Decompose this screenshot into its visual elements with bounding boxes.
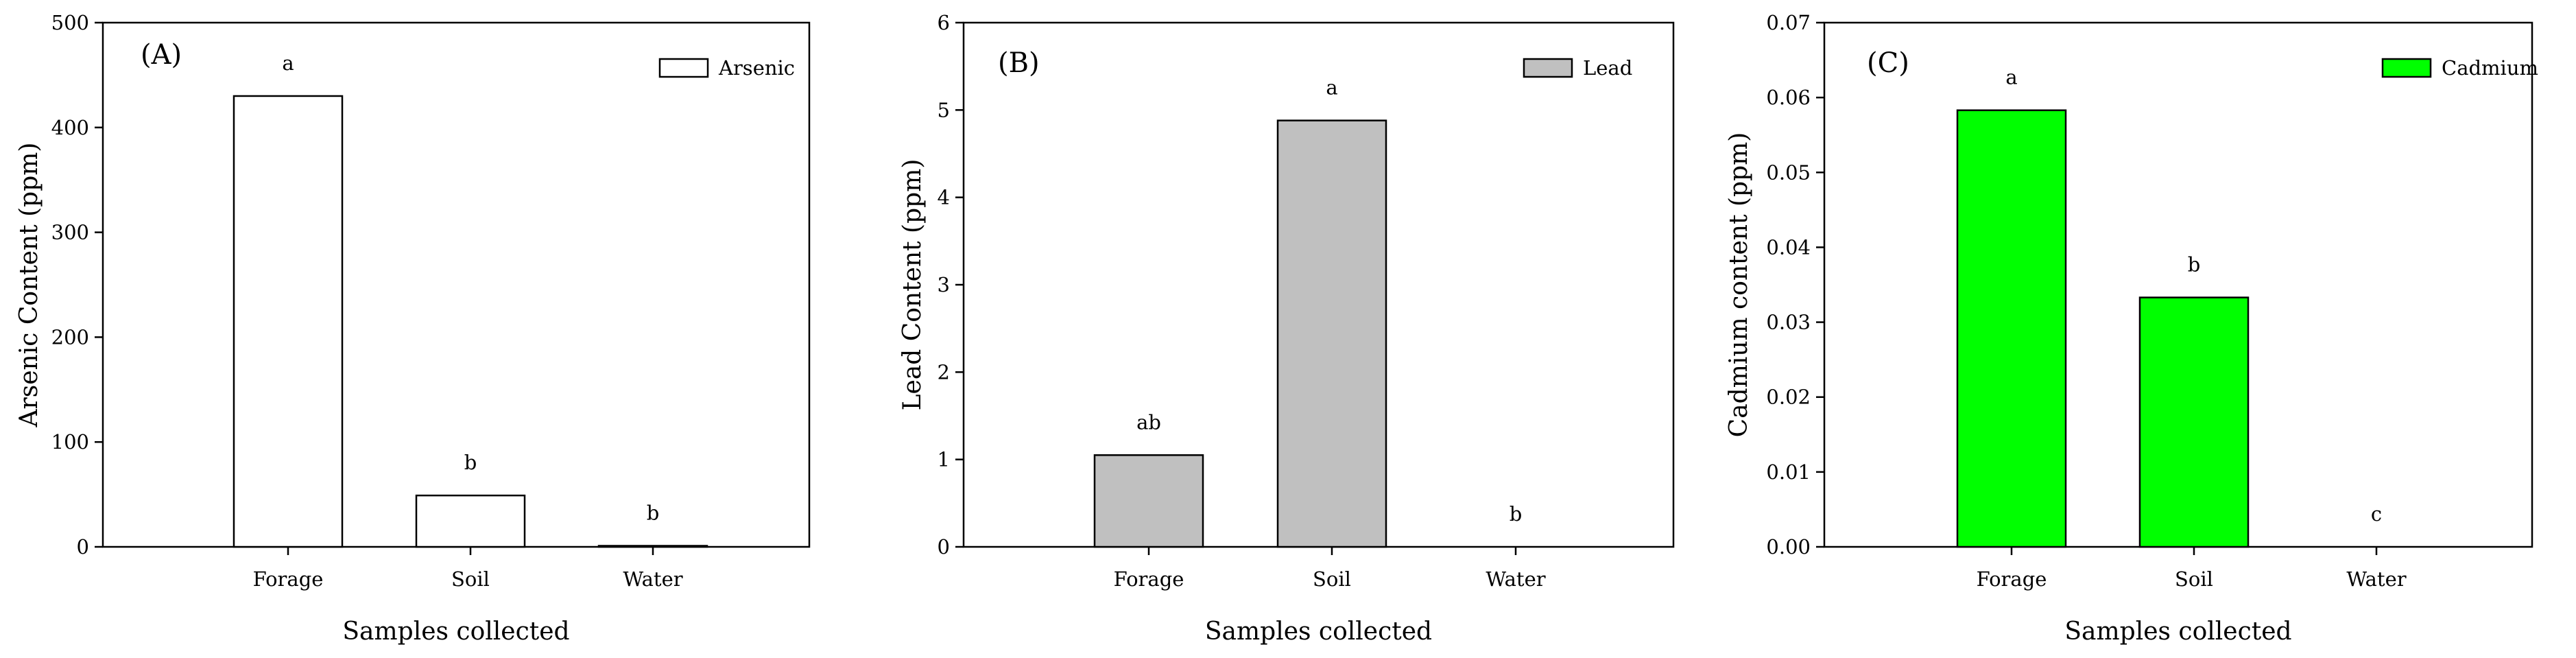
y-tick-label: 1: [938, 448, 950, 471]
significance-label: ab: [1136, 410, 1161, 434]
y-tick-label: 5: [938, 98, 950, 121]
y-tick-label: 0.06: [1766, 86, 1811, 109]
significance-label: a: [282, 51, 294, 75]
y-tick-label: 0.01: [1766, 460, 1811, 484]
legend-swatch: [2381, 58, 2432, 78]
y-tick-label: 0.04: [1766, 235, 1811, 259]
y-tick-label: 500: [51, 11, 89, 34]
y-tick-label: 0.03: [1766, 311, 1811, 334]
bar-soil: [2138, 296, 2250, 548]
y-tick-label: 0.02: [1766, 386, 1811, 409]
x-tick-label: Water: [623, 567, 682, 591]
y-tick-label: 0.05: [1766, 161, 1811, 184]
x-axis-title: Samples collected: [1205, 618, 1432, 646]
significance-label: a: [1326, 76, 1337, 99]
y-tick-label: 0.07: [1766, 11, 1811, 34]
bar-forage: [232, 95, 344, 548]
legend-swatch: [658, 58, 709, 78]
y-axis-title: Arsenic Content (ppm): [15, 143, 43, 428]
bar-water: [597, 545, 708, 548]
y-tick-label: 3: [938, 273, 950, 296]
significance-label: b: [1510, 502, 1523, 526]
y-tick-label: 200: [51, 325, 89, 349]
x-tick-label: Forage: [1977, 567, 2047, 591]
legend-label: Lead: [1583, 56, 1632, 80]
x-tick-label: Soil: [451, 567, 490, 591]
significance-label: a: [2005, 66, 2017, 89]
plot-frame: [102, 21, 811, 548]
legend-swatch: [1523, 58, 1573, 78]
y-axis-title: Lead Content (ppm): [898, 159, 927, 411]
significance-label: b: [464, 451, 477, 474]
chart-panel-2: 0 1 2 3 4 5 6 Lead Content (ppm) Forage ab Soil a Wa…: [898, 11, 1675, 646]
panel-tag: (C): [1867, 47, 1909, 79]
legend-label: Arsenic: [718, 56, 795, 80]
x-tick-label: Water: [1486, 567, 1545, 591]
y-tick-label: 4: [938, 186, 950, 209]
x-tick-label: Soil: [2175, 567, 2213, 591]
chart-panel-3: 0.00 0.01 0.02 0.03 0.04 0.05 0.06 0.07 Cadmium …: [1725, 11, 2538, 646]
significance-label: c: [2371, 502, 2382, 526]
y-tick-label: 2: [938, 360, 950, 384]
y-tick-label: 0.00: [1766, 535, 1811, 559]
panel-tag: (A): [141, 39, 182, 71]
x-tick-label: Forage: [1114, 567, 1184, 591]
bar-forage: [1956, 109, 2067, 548]
y-axis-title: Cadmium content (ppm): [1725, 132, 1753, 438]
x-tick-label: Water: [2346, 567, 2406, 591]
x-axis-title: Samples collected: [2064, 618, 2291, 646]
chart-panel-1: 0 100 200 300 400 500 Arsenic Content (ppm) For…: [15, 11, 811, 646]
x-tick-label: Soil: [1313, 567, 1351, 591]
x-axis-title: Samples collected: [342, 618, 569, 646]
x-tick-label: Forage: [253, 567, 324, 591]
significance-label: b: [2188, 253, 2201, 277]
legend-label: Cadmium: [2442, 56, 2538, 80]
y-tick-label: 0: [77, 535, 89, 559]
bar-soil: [1276, 119, 1387, 548]
significance-label: b: [647, 501, 660, 524]
y-tick-label: 300: [51, 221, 89, 244]
y-tick-label: 6: [938, 11, 950, 34]
y-tick-label: 100: [51, 430, 89, 454]
panel-tag: (B): [998, 47, 1040, 79]
bar-soil: [415, 494, 526, 548]
bar-forage: [1093, 454, 1204, 548]
y-tick-label: 0: [938, 535, 950, 559]
y-tick-label: 400: [51, 116, 89, 139]
